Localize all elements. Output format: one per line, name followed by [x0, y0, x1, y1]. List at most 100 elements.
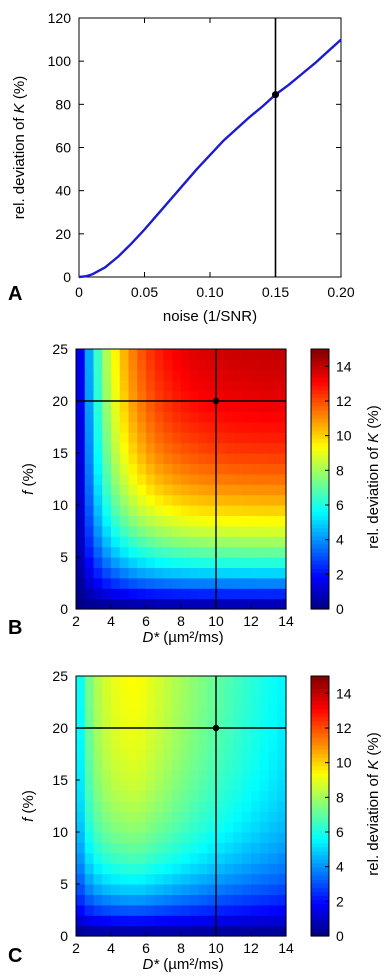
heatmap-cell: [242, 577, 252, 589]
heatmap-cell: [119, 842, 130, 854]
y-tick-label: 15: [52, 772, 68, 788]
colorbar-step: [311, 515, 329, 521]
heatmap-cell: [102, 525, 112, 537]
heatmap-cell: [163, 359, 173, 371]
colorbar-step: [311, 414, 329, 419]
heatmap-cell: [242, 567, 252, 579]
heatmap-cell: [216, 800, 226, 812]
colorbar-step: [311, 777, 329, 783]
heatmap-cell: [207, 432, 217, 444]
heatmap-cell: [76, 748, 86, 760]
heatmap-cell: [93, 832, 103, 843]
heatmap-cell: [181, 821, 191, 833]
heatmap-cell: [102, 484, 112, 496]
heatmap-cell: [207, 567, 217, 579]
colorbar-step: [311, 568, 329, 574]
heatmap-cell: [216, 759, 226, 771]
heatmap-cell: [198, 696, 208, 708]
heatmap-cell: [207, 411, 217, 423]
heatmap-cell: [277, 821, 287, 833]
colorbar-step: [311, 499, 329, 504]
heatmap-cell: [84, 380, 95, 392]
heatmap-cell: [102, 546, 112, 558]
heatmap-cell: [207, 832, 217, 843]
heatmap-cell: [111, 577, 121, 589]
heatmap-cell: [102, 686, 112, 698]
crosshair-point: [212, 397, 220, 405]
heatmap-cell: [163, 546, 173, 558]
heatmap-cell: [172, 925, 182, 937]
heatmap-cell: [268, 525, 278, 537]
colorbar-step: [311, 692, 329, 697]
colorbar-step: [311, 879, 329, 884]
colorbar-tick-label: 4: [336, 532, 344, 548]
heatmap-cell: [128, 453, 138, 464]
heatmap-cell: [119, 359, 130, 371]
heatmap-cell: [137, 515, 147, 527]
heatmap-cell: [146, 811, 156, 823]
heatmap-cell: [198, 800, 208, 812]
heatmap-cell: [251, 432, 261, 444]
heatmap-cell: [251, 505, 261, 516]
heatmap-cell: [233, 536, 243, 548]
heatmap-cell: [216, 577, 226, 589]
heatmap-cell: [224, 811, 235, 823]
heatmap-cell: [233, 800, 243, 812]
heatmap-cell: [163, 515, 173, 527]
heatmap-cell: [207, 484, 217, 496]
heatmap-cell: [128, 832, 138, 843]
heatmap-cell: [207, 686, 217, 698]
heatmap-cell: [154, 536, 165, 548]
heatmap-cell: [84, 925, 95, 937]
heatmap-cell: [189, 925, 200, 937]
heatmap-cell: [154, 780, 165, 791]
colorbar-tick-label: 8: [336, 462, 344, 478]
colorbar-step: [311, 818, 329, 823]
heatmap-cell: [198, 769, 208, 781]
heatmap-cell: [224, 863, 235, 875]
heatmap-cell: [76, 380, 86, 392]
heatmap-cell: [137, 925, 147, 937]
heatmap-cell: [198, 421, 208, 433]
heatmap-cell: [163, 676, 173, 687]
heatmap-cell: [119, 884, 130, 895]
heatmap-cell: [207, 904, 217, 916]
heatmap-cell: [268, 769, 278, 781]
heatmap-cell: [154, 369, 165, 381]
heatmap-cell: [189, 567, 200, 579]
heatmap-cell: [172, 852, 182, 864]
heatmap-cell: [181, 873, 191, 885]
heatmap-cell: [93, 686, 103, 698]
colorbar-step: [311, 826, 329, 831]
heatmap-cell: [268, 717, 278, 729]
heatmap-cell: [137, 707, 147, 719]
colorbar-step: [311, 708, 329, 714]
heatmap-cell: [154, 873, 165, 885]
heatmap-cell: [84, 884, 95, 895]
heatmap-cell: [84, 800, 95, 812]
heatmap-cell: [146, 904, 156, 916]
heatmap-cell: [189, 536, 200, 548]
heatmap-cell: [137, 577, 147, 589]
heatmap-cell: [154, 359, 165, 371]
heatmap-cell: [111, 894, 121, 906]
x-axis-label: D* (µm²/ms): [142, 629, 223, 646]
heatmap-cell: [111, 842, 121, 854]
heatmap-cell: [268, 821, 278, 833]
heatmap-cell: [181, 915, 191, 927]
heatmap-cell: [268, 915, 278, 927]
heatmap-cell: [76, 432, 86, 444]
colorbar-step: [311, 365, 329, 370]
heatmap-cell: [189, 380, 200, 392]
heatmap-cell: [207, 748, 217, 760]
heatmap-cell: [84, 790, 95, 802]
heatmap-cell: [189, 577, 200, 589]
colorbar-tick-label: 4: [336, 859, 344, 875]
heatmap-cell: [189, 349, 200, 360]
heatmap-cell: [111, 463, 121, 475]
heatmap-cell: [181, 759, 191, 771]
heatmap-cell: [84, 759, 95, 771]
heatmap-cell: [146, 894, 156, 906]
heatmap-cell: [146, 442, 156, 454]
heatmap-cell: [128, 598, 138, 610]
